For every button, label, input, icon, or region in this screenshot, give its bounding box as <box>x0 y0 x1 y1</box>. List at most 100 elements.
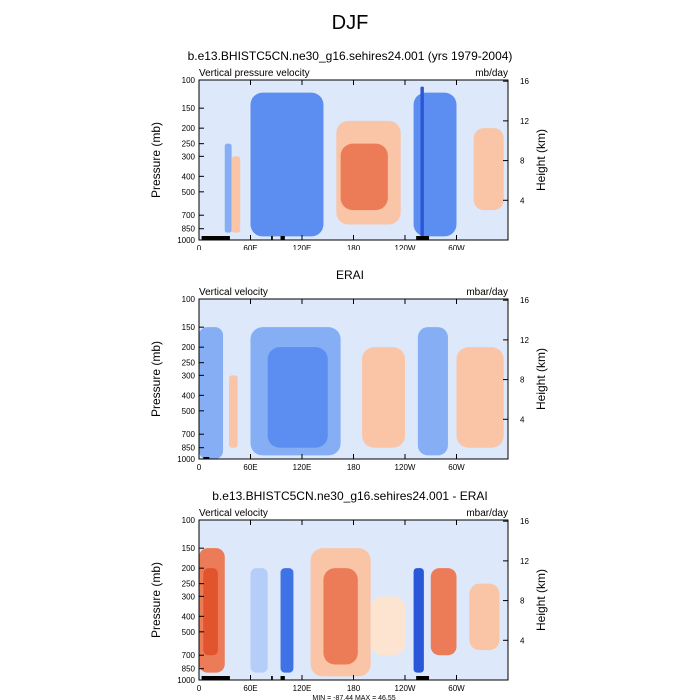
units-label: mbar/day <box>466 287 508 298</box>
panel-1: b.e13.BHISTC5CN.ne30_g16.sehires24.001 (… <box>149 49 548 250</box>
y-tick-label: 400 <box>182 172 196 181</box>
contour-region <box>199 327 224 459</box>
x-tick-label: 120E <box>293 244 312 250</box>
y-tick-label: 400 <box>182 391 196 400</box>
y-tick-label: 200 <box>182 564 196 573</box>
contour-region <box>323 568 358 665</box>
contour-region <box>413 92 457 237</box>
y2-axis-label: Height (km) <box>534 129 548 191</box>
contour-region <box>250 568 268 673</box>
y2-axis-label: Height (km) <box>534 348 548 410</box>
x-tick-label: 0 <box>197 684 202 693</box>
y-tick-label: 1000 <box>177 455 195 464</box>
y-tick-label: 700 <box>182 430 196 439</box>
y-tick-label: 850 <box>182 225 196 234</box>
y2-tick-label: 12 <box>520 557 529 566</box>
y-tick-label: 250 <box>182 140 196 149</box>
contour-region <box>469 583 500 651</box>
y-tick-label: 850 <box>182 444 196 453</box>
contour-field <box>199 548 500 677</box>
variable-label: Vertical pressure velocity <box>199 68 310 79</box>
units-label: mb/day <box>475 68 508 79</box>
y-tick-label: 1000 <box>177 236 195 245</box>
y2-tick-label: 4 <box>520 196 525 205</box>
x-tick-label: 120E <box>293 463 312 472</box>
terrain-mask <box>271 236 273 240</box>
y2-tick-label: 8 <box>520 376 525 385</box>
y2-tick-label: 4 <box>520 636 525 645</box>
y-tick-label: 300 <box>182 592 196 601</box>
y2-tick-label: 16 <box>520 296 529 305</box>
y-tick-label: 250 <box>182 359 196 368</box>
terrain-mask <box>203 457 210 459</box>
contour-region <box>231 156 241 233</box>
x-tick-label: 60E <box>243 244 257 250</box>
contour-region <box>224 143 232 233</box>
contour-region <box>370 596 405 656</box>
contour-region <box>413 568 424 673</box>
y-tick-label: 500 <box>182 188 196 197</box>
y-tick-label: 1000 <box>177 676 195 685</box>
x-tick-label: 120W <box>395 463 416 472</box>
terrain-mask <box>201 236 220 240</box>
y-tick-label: 500 <box>182 628 196 637</box>
y-tick-label: 300 <box>182 371 196 380</box>
units-label: mbar/day <box>466 508 508 519</box>
y2-tick-label: 4 <box>520 415 525 424</box>
x-tick-label: 180 <box>347 684 361 693</box>
contour-region <box>199 80 221 240</box>
contour-region <box>420 86 424 237</box>
figure-title: DJF <box>331 12 369 34</box>
y-tick-label: 100 <box>182 76 196 85</box>
contour-region <box>340 143 388 211</box>
x-tick-label: 120W <box>395 244 416 250</box>
contour-region <box>417 327 448 456</box>
y2-tick-label: 12 <box>520 117 529 126</box>
y2-tick-label: 8 <box>520 157 525 166</box>
x-tick-label: 180 <box>347 463 361 472</box>
contour-region <box>280 568 294 673</box>
y-tick-label: 300 <box>182 152 196 161</box>
terrain-mask <box>280 236 285 240</box>
contour-region <box>456 347 504 448</box>
variable-label: Vertical velocity <box>199 508 268 519</box>
y-tick-label: 700 <box>182 211 196 220</box>
x-tick-label: 180 <box>347 244 361 250</box>
contour-region <box>276 108 311 225</box>
x-tick-label: 0 <box>197 463 202 472</box>
terrain-mask <box>217 236 230 240</box>
contour-region <box>229 375 238 448</box>
y-tick-label: 150 <box>182 544 196 553</box>
y-tick-label: 150 <box>182 104 196 113</box>
x-tick-label: 60W <box>448 684 465 693</box>
y-tick-label: 850 <box>182 665 196 674</box>
contour-field <box>199 80 504 240</box>
y-tick-label: 400 <box>182 612 196 621</box>
contour-region <box>430 568 457 656</box>
contour-region <box>362 347 405 448</box>
terrain-mask <box>280 676 285 680</box>
contour-region <box>203 568 218 656</box>
panel-title: ERAI <box>336 268 364 282</box>
contour-region <box>267 347 328 448</box>
y-axis-label: Pressure (mb) <box>149 122 163 198</box>
y2-axis-label: Height (km) <box>534 569 548 631</box>
y-tick-label: 500 <box>182 407 196 416</box>
y2-tick-label: 16 <box>520 517 529 526</box>
panel-title: b.e13.BHISTC5CN.ne30_g16.sehires24.001 (… <box>188 49 513 63</box>
x-tick-label: 60W <box>448 463 465 472</box>
terrain-mask <box>201 676 220 680</box>
x-tick-label: 0 <box>197 244 202 250</box>
terrain-mask <box>416 236 430 240</box>
terrain-mask <box>416 676 430 680</box>
x-tick-label: 120E <box>293 684 312 693</box>
y-axis-label: Pressure (mb) <box>149 562 163 638</box>
y2-tick-label: 12 <box>520 336 529 345</box>
x-tick-label: 120W <box>395 684 416 693</box>
y-tick-label: 200 <box>182 124 196 133</box>
x-tick-label: 60E <box>243 463 257 472</box>
x-tick-label: 60W <box>448 244 465 250</box>
contour-field <box>199 327 504 459</box>
y-tick-label: 700 <box>182 651 196 660</box>
